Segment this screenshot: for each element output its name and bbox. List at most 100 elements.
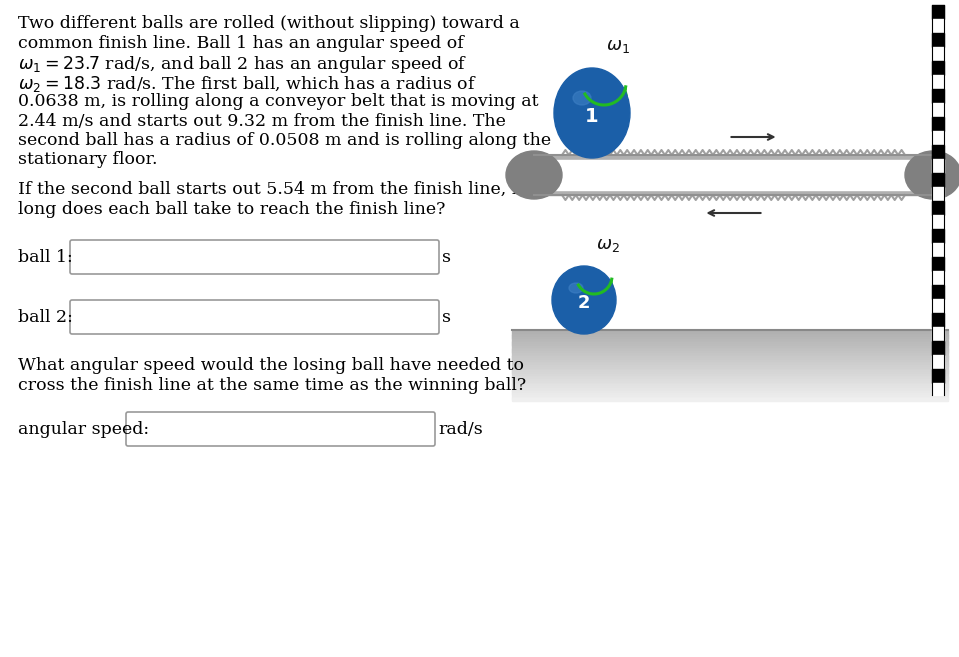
Bar (932, 33, 944, 47)
Bar (512, 363, 948, 365)
Bar (512, 365, 948, 367)
Bar (512, 346, 948, 348)
Bar (512, 348, 948, 350)
Bar (512, 369, 948, 371)
Bar (512, 379, 948, 381)
Bar (512, 390, 948, 392)
Text: What angular speed would the losing ball have needed to: What angular speed would the losing ball… (18, 357, 524, 374)
Bar (932, 369, 944, 383)
Bar (512, 330, 948, 332)
Bar (932, 117, 944, 131)
Bar (512, 344, 948, 346)
Bar (932, 145, 944, 159)
Text: long does each ball take to reach the finish line?: long does each ball take to reach the fi… (18, 200, 445, 217)
Text: stationary floor.: stationary floor. (18, 152, 157, 168)
FancyBboxPatch shape (70, 240, 439, 274)
Bar (932, 383, 944, 395)
Bar (932, 19, 944, 33)
Bar (512, 393, 948, 396)
Bar (932, 131, 944, 145)
Bar (932, 187, 944, 201)
Bar (512, 377, 948, 380)
Text: common finish line. Ball 1 has an angular speed of: common finish line. Ball 1 has an angula… (18, 35, 464, 51)
Text: 2.44 m/s and starts out 9.32 m from the finish line. The: 2.44 m/s and starts out 9.32 m from the … (18, 112, 506, 129)
Text: $\omega_1 = 23.7$ rad/s, and ball 2 has an angular speed of: $\omega_1 = 23.7$ rad/s, and ball 2 has … (18, 54, 467, 75)
Bar (512, 358, 948, 360)
Text: angular speed:: angular speed: (18, 420, 150, 438)
Bar (932, 215, 944, 229)
Bar (512, 398, 948, 401)
Text: ball 1:: ball 1: (18, 248, 73, 265)
Bar (512, 386, 948, 388)
Bar (512, 361, 948, 364)
Bar (932, 75, 944, 89)
Text: 0.0638 m, is rolling along a conveyor belt that is moving at: 0.0638 m, is rolling along a conveyor be… (18, 93, 539, 110)
Bar (932, 299, 944, 313)
Bar (512, 360, 948, 362)
Bar (932, 243, 944, 257)
Text: s: s (442, 309, 451, 325)
Text: cross the finish line at the same time as the winning ball?: cross the finish line at the same time a… (18, 376, 526, 394)
Bar (512, 335, 948, 338)
Bar (512, 376, 948, 378)
Bar (512, 388, 948, 390)
Ellipse shape (552, 266, 616, 334)
Text: $\omega_2 = 18.3$ rad/s. The first ball, which has a radius of: $\omega_2 = 18.3$ rad/s. The first ball,… (18, 74, 477, 93)
Text: 1: 1 (585, 108, 598, 127)
Bar (512, 355, 948, 357)
Bar (512, 374, 948, 376)
Bar (512, 371, 948, 373)
Ellipse shape (573, 91, 591, 105)
Text: If the second ball starts out 5.54 m from the finish line, how: If the second ball starts out 5.54 m fro… (18, 181, 549, 198)
Text: Two different balls are rolled (without slipping) toward a: Two different balls are rolled (without … (18, 15, 520, 32)
Bar (932, 89, 944, 103)
Bar (512, 340, 948, 343)
Ellipse shape (554, 68, 630, 158)
Bar (932, 159, 944, 173)
Bar (512, 334, 948, 336)
Bar (512, 382, 948, 385)
Bar (512, 353, 948, 355)
Ellipse shape (569, 283, 583, 293)
Bar (534, 155, 933, 195)
Bar (539, 160, 928, 190)
Bar (512, 339, 948, 341)
Bar (512, 342, 948, 344)
Bar (512, 337, 948, 339)
Bar (512, 384, 948, 386)
Bar (932, 313, 944, 327)
Bar (512, 367, 948, 369)
Bar (512, 332, 948, 334)
Text: 2: 2 (577, 294, 590, 312)
Text: s: s (442, 248, 451, 265)
Text: $\omega_2$: $\omega_2$ (596, 236, 620, 254)
Bar (932, 229, 944, 243)
Ellipse shape (506, 151, 562, 199)
Bar (512, 350, 948, 351)
Bar (512, 397, 948, 399)
Bar (932, 327, 944, 341)
Text: $\omega_1$: $\omega_1$ (606, 37, 630, 55)
Bar (512, 395, 948, 397)
Bar (932, 341, 944, 355)
Bar (512, 381, 948, 383)
Bar (932, 5, 944, 19)
Bar (512, 356, 948, 359)
Bar (512, 372, 948, 374)
Bar (932, 61, 944, 75)
Bar (512, 392, 948, 394)
FancyBboxPatch shape (70, 300, 439, 334)
Ellipse shape (905, 151, 959, 199)
Text: second ball has a radius of 0.0508 m and is rolling along the: second ball has a radius of 0.0508 m and… (18, 132, 551, 149)
Bar (932, 103, 944, 117)
Bar (932, 285, 944, 299)
Text: rad/s: rad/s (438, 420, 482, 438)
Bar (932, 271, 944, 285)
Bar (932, 201, 944, 215)
Bar (932, 173, 944, 187)
Bar (932, 257, 944, 271)
Bar (932, 47, 944, 61)
Bar (932, 355, 944, 369)
Text: ball 2:: ball 2: (18, 309, 73, 325)
Bar (512, 351, 948, 353)
